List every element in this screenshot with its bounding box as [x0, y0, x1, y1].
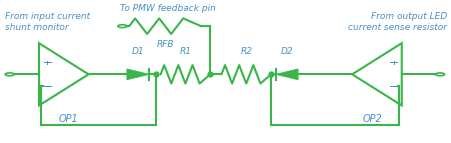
- Text: D2: D2: [280, 47, 293, 56]
- Text: OP1: OP1: [58, 114, 78, 124]
- Text: OP2: OP2: [362, 114, 382, 124]
- Text: From output LED
current sense resistor: From output LED current sense resistor: [347, 12, 446, 32]
- Text: R1: R1: [179, 47, 191, 56]
- Text: To PMW feedback pin: To PMW feedback pin: [120, 4, 216, 13]
- Polygon shape: [127, 69, 149, 80]
- Polygon shape: [275, 69, 298, 80]
- Text: From input current
shunt monitor: From input current shunt monitor: [5, 12, 90, 32]
- Text: D1: D1: [132, 47, 144, 56]
- Text: RFB: RFB: [156, 40, 174, 49]
- Text: R2: R2: [240, 47, 252, 56]
